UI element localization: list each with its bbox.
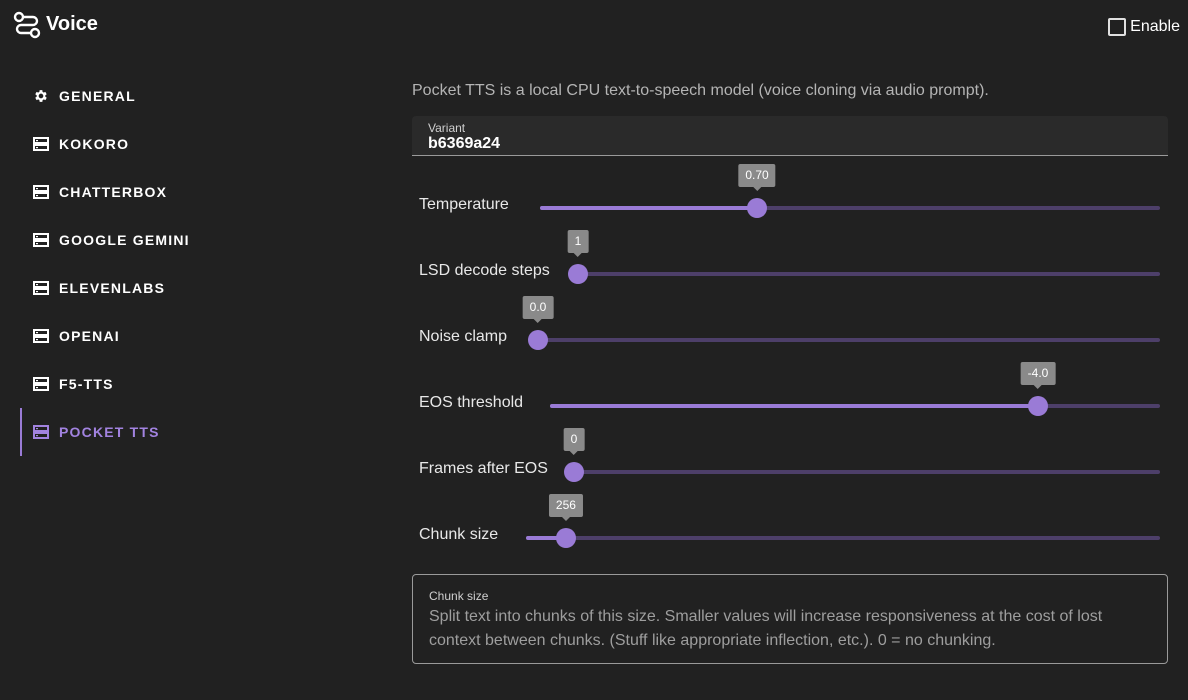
chunk-size-row: Chunk size 256: [412, 494, 1168, 556]
enable-checkbox[interactable]: [1108, 18, 1127, 36]
route-icon: [13, 11, 41, 39]
lsd-decode-steps-row: LSD decode steps 1: [412, 230, 1168, 292]
sidebar-item-pocket-tts[interactable]: POCKET TTS: [20, 408, 360, 456]
slider-value-label: 1: [567, 230, 589, 257]
slider-thumb[interactable]: [1028, 396, 1048, 416]
slider-label: LSD decode steps: [419, 262, 550, 279]
sidebar-item-label: CHATTERBOX: [59, 184, 168, 200]
sidebar-item-f5-tts[interactable]: F5-TTS: [20, 360, 360, 408]
variant-value[interactable]: b6369a24: [428, 135, 501, 152]
slider-value-label: 0: [563, 428, 585, 455]
sidebar-item-kokoro[interactable]: KOKORO: [20, 120, 360, 168]
server-icon: [32, 231, 50, 249]
sidebar-item-openai[interactable]: OPENAI: [20, 312, 360, 360]
sidebar-item-label: GENERAL: [59, 88, 136, 104]
enable-toggle[interactable]: Enable: [1108, 18, 1180, 36]
eos-threshold-slider[interactable]: -4.0: [550, 362, 1160, 416]
server-icon: [32, 423, 50, 441]
slider-thumb[interactable]: [568, 264, 588, 284]
server-icon: [32, 327, 50, 345]
slider-label: Temperature: [419, 196, 509, 213]
noise-clamp-row: Noise clamp 0.0: [412, 296, 1168, 358]
sidebar-item-google-gemini[interactable]: GOOGLE GEMINI: [20, 216, 360, 264]
gear-icon: [32, 87, 50, 105]
sidebar-item-label: OPENAI: [59, 328, 120, 344]
temperature-slider[interactable]: 0.70: [540, 164, 1160, 218]
slider-label: EOS threshold: [419, 394, 524, 411]
variant-label: Variant: [428, 121, 466, 135]
sidebar-item-label: POCKET TTS: [59, 424, 160, 440]
slider-thumb[interactable]: [528, 330, 548, 350]
sidebar-item-label: GOOGLE GEMINI: [59, 232, 190, 248]
noise-clamp-slider[interactable]: 0.0: [522, 296, 1160, 350]
slider-thumb[interactable]: [747, 198, 767, 218]
slider-thumb[interactable]: [555, 528, 576, 548]
sidebar-item-label: ELEVENLABS: [59, 280, 166, 296]
sidebar-item-chatterbox[interactable]: CHATTERBOX: [20, 168, 360, 216]
chunk-size-slider[interactable]: 256: [526, 494, 1160, 548]
slider-value-label: 256: [548, 494, 583, 521]
frames-after-eos-row: Frames after EOS 0: [412, 428, 1168, 490]
frames-after-eos-slider[interactable]: 0: [563, 428, 1160, 482]
sidebar-item-label: KOKORO: [59, 136, 130, 152]
slider-thumb[interactable]: [564, 462, 584, 482]
app-title: Voice: [46, 13, 98, 35]
slider-label: Noise clamp: [419, 328, 508, 345]
slider-label: Frames after EOS: [419, 460, 548, 477]
slider-value-label: 0.0: [522, 296, 554, 323]
eos-threshold-row: EOS threshold -4.0: [412, 362, 1168, 424]
slider-value-label: -4.0: [1020, 362, 1056, 389]
help-title: Chunk size: [429, 589, 489, 603]
sidebar-nav: GENERAL KOKORO CHATTERBOX GOOGLE GEMINI …: [20, 72, 360, 456]
sidebar-item-elevenlabs[interactable]: ELEVENLABS: [20, 264, 360, 312]
lsd-decode-steps-slider[interactable]: 1: [567, 230, 1160, 284]
slider-fill: [540, 206, 757, 210]
variant-field[interactable]: Variant b6369a24: [412, 116, 1168, 156]
sidebar-item-general[interactable]: GENERAL: [20, 72, 360, 120]
server-icon: [32, 135, 50, 153]
page-description: Pocket TTS is a local CPU text-to-speech…: [412, 82, 989, 99]
slider-label: Chunk size: [419, 526, 499, 543]
temperature-row: Temperature 0.70: [412, 164, 1168, 226]
enable-label: Enable: [1130, 18, 1180, 35]
help-text: Split text into chunks of this size. Sma…: [429, 608, 1103, 649]
slider-fill: [550, 404, 1038, 408]
server-icon: [32, 279, 50, 297]
slider-fill: [526, 536, 566, 540]
help-box: Chunk size Split text into chunks of thi…: [412, 574, 1168, 664]
app-header: Voice Enable: [0, 0, 1188, 56]
server-icon: [32, 183, 50, 201]
slider-value-label: 0.70: [738, 164, 776, 191]
sidebar-item-label: F5-TTS: [59, 376, 114, 392]
server-icon: [32, 375, 50, 393]
